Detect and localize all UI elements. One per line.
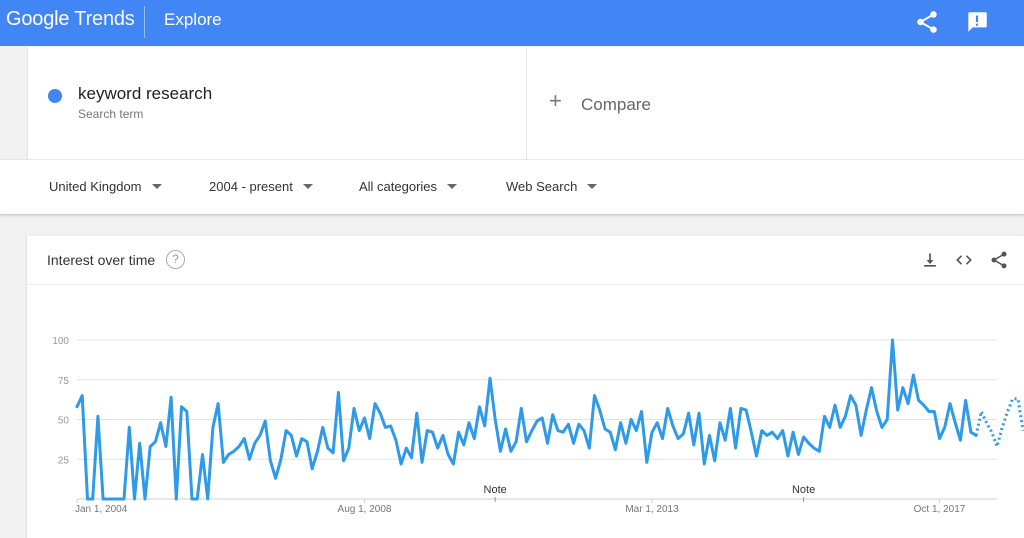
term-color-dot bbox=[48, 89, 62, 103]
card-header-divider bbox=[27, 284, 1024, 285]
x-tick-label: Aug 1, 2008 bbox=[338, 504, 392, 515]
y-tick-label: 50 bbox=[58, 416, 70, 427]
time-range-dropdown[interactable]: 2004 - present bbox=[209, 179, 313, 194]
x-tick-label: Mar 1, 2013 bbox=[625, 504, 679, 515]
embed-icon[interactable] bbox=[954, 250, 974, 270]
y-tick-label: 100 bbox=[52, 336, 69, 347]
compare-label[interactable]: Compare bbox=[581, 95, 651, 114]
help-icon[interactable]: ? bbox=[166, 250, 185, 269]
app-bar: Google Trends Explore bbox=[0, 0, 1024, 46]
chevron-down-icon bbox=[587, 184, 598, 189]
time-range-label: 2004 - present bbox=[209, 179, 293, 194]
region-dropdown[interactable]: United Kingdom bbox=[49, 179, 162, 194]
category-dropdown[interactable]: All categories bbox=[359, 179, 458, 194]
x-tick-label: Jan 1, 2004 bbox=[75, 504, 128, 515]
chevron-down-icon bbox=[302, 184, 313, 189]
category-label: All categories bbox=[359, 179, 438, 194]
filter-bar: United Kingdom 2004 - present All catego… bbox=[0, 159, 1024, 215]
y-tick-label: 75 bbox=[58, 376, 70, 387]
logo-google-text: Google bbox=[6, 8, 70, 30]
download-icon[interactable] bbox=[920, 250, 940, 270]
search-term-name[interactable]: keyword research bbox=[78, 84, 213, 103]
chevron-down-icon bbox=[151, 184, 162, 189]
card-title: Interest over time bbox=[47, 252, 156, 268]
note-marker[interactable]: Note bbox=[484, 484, 507, 496]
logo-trends-text: Trends bbox=[74, 8, 135, 30]
region-label: United Kingdom bbox=[49, 179, 142, 194]
compare-panel[interactable]: + Compare bbox=[527, 47, 1024, 159]
x-tick-label: Oct 1, 2017 bbox=[914, 504, 966, 515]
page-section-title: Explore bbox=[164, 10, 222, 29]
search-type-label: Web Search bbox=[506, 179, 578, 194]
series-line-keyword-research bbox=[75, 338, 978, 501]
plus-icon[interactable]: + bbox=[549, 88, 562, 113]
search-type-dropdown[interactable]: Web Search bbox=[506, 179, 598, 194]
google-trends-logo[interactable]: Google Trends bbox=[6, 8, 135, 31]
header-divider bbox=[144, 6, 145, 38]
feedback-icon[interactable] bbox=[964, 9, 990, 35]
search-term-panel[interactable]: keyword research Search term bbox=[27, 47, 527, 159]
interest-over-time-card: Interest over time ? 25 50 75 100 Note Note … bbox=[27, 236, 1024, 538]
chevron-down-icon bbox=[447, 184, 458, 189]
note-marker[interactable]: Note bbox=[792, 484, 815, 496]
search-term-type: Search term bbox=[78, 107, 144, 121]
share-icon[interactable] bbox=[914, 9, 940, 35]
share-icon[interactable] bbox=[989, 250, 1009, 270]
y-tick-label: 25 bbox=[58, 455, 70, 466]
interest-line-chart: 25 50 75 100 Note Note Jan 1, 2004 Aug 1, 200… bbox=[52, 336, 1024, 515]
series-line-partial bbox=[974, 397, 1024, 452]
